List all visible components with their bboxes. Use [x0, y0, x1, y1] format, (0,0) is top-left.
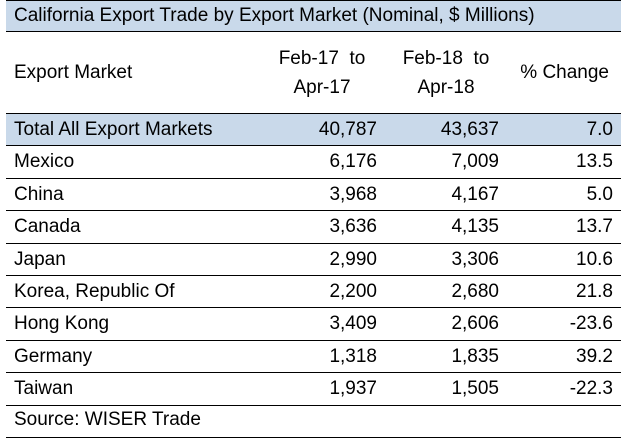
- table-row: Korea, Republic Of 2,200 2,680 21.8: [6, 276, 621, 309]
- cell-value-2017: 3,409: [329, 313, 377, 335]
- cell-value-2018: 3,306: [451, 248, 499, 270]
- cell-market: Canada: [14, 216, 81, 238]
- table-row: Hong Kong 3,409 2,606 -23.6: [6, 308, 621, 341]
- cell-value-2018: 43,637: [440, 119, 499, 140]
- cell-value-2017: 6,176: [329, 151, 377, 173]
- cell-value-2017: 3,968: [329, 183, 377, 205]
- header-period-2018-line2: Apr-18: [417, 77, 475, 98]
- cell-value-2018: 7,009: [451, 151, 499, 173]
- header-export-market: Export Market: [14, 62, 133, 83]
- cell-percent-change: 10.6: [576, 248, 613, 270]
- cell-percent-change: 21.8: [576, 280, 613, 302]
- table-title: California Export Trade by Export Market…: [6, 0, 621, 32]
- cell-value-2017: 1,318: [329, 345, 377, 367]
- cell-value-2018: 4,167: [451, 183, 499, 205]
- cell-market: Hong Kong: [14, 313, 110, 335]
- table-header: Export Market Feb-17 to Apr-17 Feb-18 to…: [6, 32, 621, 114]
- cell-market: Korea, Republic Of: [14, 280, 175, 302]
- table-row: Mexico 6,176 7,009 13.5: [6, 146, 621, 179]
- header-period-2017-line2: Apr-17: [293, 77, 351, 98]
- cell-percent-change: 13.7: [576, 216, 613, 238]
- cell-percent-change: 5.0: [586, 183, 613, 205]
- table-row-total: Total All Export Markets 40,787 43,637 7.0: [6, 114, 621, 147]
- table-row: Germany 1,318 1,835 39.2: [6, 341, 621, 374]
- table-body: Total All Export Markets 40,787 43,637 7.0 M…: [6, 114, 621, 406]
- cell-percent-change: -23.6: [569, 313, 613, 335]
- table-row: China 3,968 4,167 5.0: [6, 179, 621, 212]
- cell-value-2017: 3,636: [329, 216, 377, 238]
- cell-market: China: [14, 183, 64, 205]
- cell-market: Mexico: [14, 151, 75, 173]
- cell-percent-change: 7.0: [586, 119, 613, 140]
- header-period-2018-line1: Feb-18 to: [402, 48, 490, 69]
- cell-value-2018: 1,505: [451, 378, 499, 400]
- header-period-2017-line1: Feb-17 to: [278, 48, 366, 69]
- cell-value-2017: 2,200: [329, 280, 377, 302]
- cell-market: Taiwan: [14, 378, 74, 400]
- header-period-2017: Feb-17 to Apr-17: [260, 44, 384, 102]
- cell-market: Total All Export Markets: [14, 119, 213, 140]
- cell-percent-change: 39.2: [576, 345, 613, 367]
- cell-value-2018: 2,680: [451, 280, 499, 302]
- table-row: Taiwan 1,937 1,505 -22.3: [6, 373, 621, 406]
- source-note: Source: WISER Trade: [6, 406, 621, 438]
- cell-value-2018: 4,135: [451, 216, 499, 238]
- cell-value-2018: 2,606: [451, 313, 499, 335]
- export-table: California Export Trade by Export Market…: [6, 0, 621, 438]
- cell-value-2017: 1,937: [329, 378, 377, 400]
- cell-percent-change: 13.5: [576, 151, 613, 173]
- cell-value-2017: 2,990: [329, 248, 377, 270]
- cell-market: Germany: [14, 345, 93, 367]
- cell-value-2018: 1,835: [451, 345, 499, 367]
- header-percent-change: % Change: [520, 62, 609, 83]
- cell-value-2017: 40,787: [318, 119, 377, 140]
- table-row: Canada 3,636 4,135 13.7: [6, 211, 621, 244]
- cell-market: Japan: [14, 248, 66, 270]
- header-period-2018: Feb-18 to Apr-18: [384, 44, 508, 102]
- table-row: Japan 2,990 3,306 10.6: [6, 244, 621, 276]
- cell-percent-change: -22.3: [569, 378, 613, 400]
